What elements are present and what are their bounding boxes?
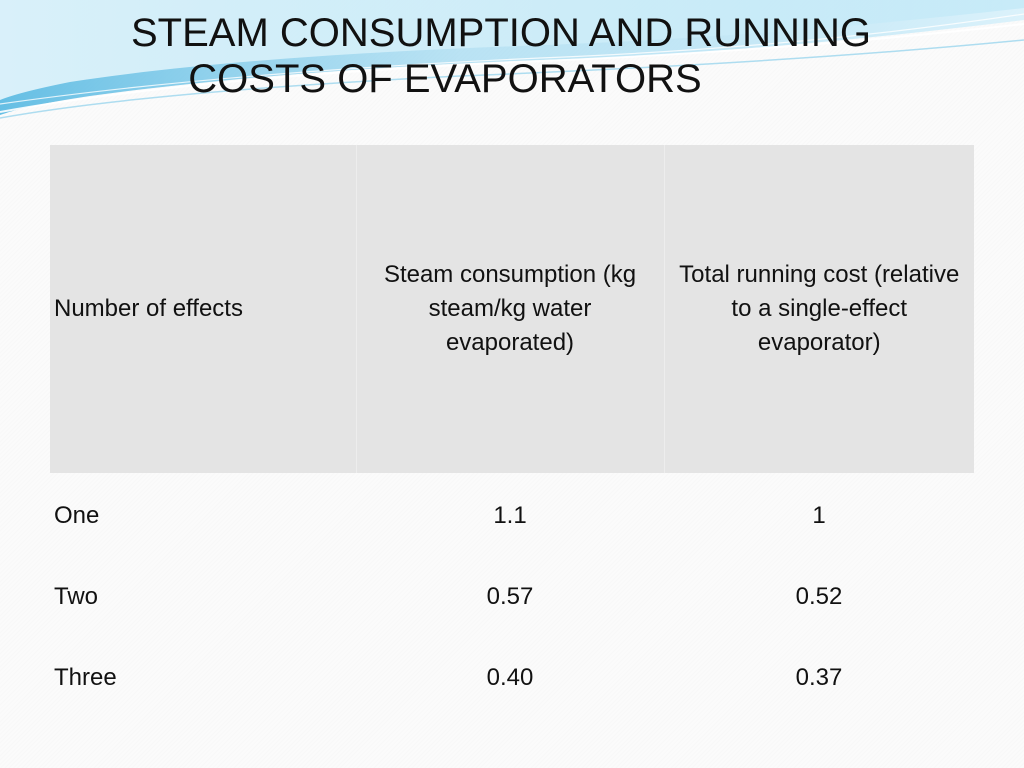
table-row: Three 0.40 0.37 <box>50 637 974 718</box>
slide-title-line-2: COSTS OF EVAPORATORS <box>188 57 702 101</box>
table-row: One 1.1 1 <box>50 473 974 556</box>
cell-steam-consumption: 1.1 <box>493 501 527 529</box>
table-row: Two 0.57 0.52 <box>50 556 974 637</box>
cell-effects: One <box>54 501 100 529</box>
cell-running-cost: 0.52 <box>795 582 843 610</box>
cell-steam-consumption: 0.57 <box>486 582 534 610</box>
header-steam-consumption: Steam consumption (kg steam/kg water eva… <box>356 145 665 473</box>
header-number-of-effects: Number of effects <box>50 145 357 473</box>
cell-effects: Three <box>54 663 117 691</box>
table-header: Number of effects Steam consumption (kg … <box>50 145 974 473</box>
cell-running-cost: 0.37 <box>795 663 843 691</box>
table-body: One 1.1 1 Two 0.57 0.52 Three 0.40 0.37 <box>50 473 974 718</box>
cell-effects: Two <box>54 582 99 610</box>
header-total-running-cost: Total running cost (relative to a single… <box>664 145 974 473</box>
slide-title: STEAM CONSUMPTION AND RUNNING COSTS OF E… <box>40 10 970 102</box>
decorative-wave-banner <box>0 0 1024 119</box>
cell-steam-consumption: 0.40 <box>486 663 534 691</box>
slide-title-line-1: STEAM CONSUMPTION AND RUNNING <box>130 11 872 55</box>
cell-running-cost: 1 <box>812 501 826 529</box>
table-header-row: Number of effects Steam consumption (kg … <box>50 145 974 473</box>
evaporator-cost-table: Number of effects Steam consumption (kg … <box>50 145 974 718</box>
